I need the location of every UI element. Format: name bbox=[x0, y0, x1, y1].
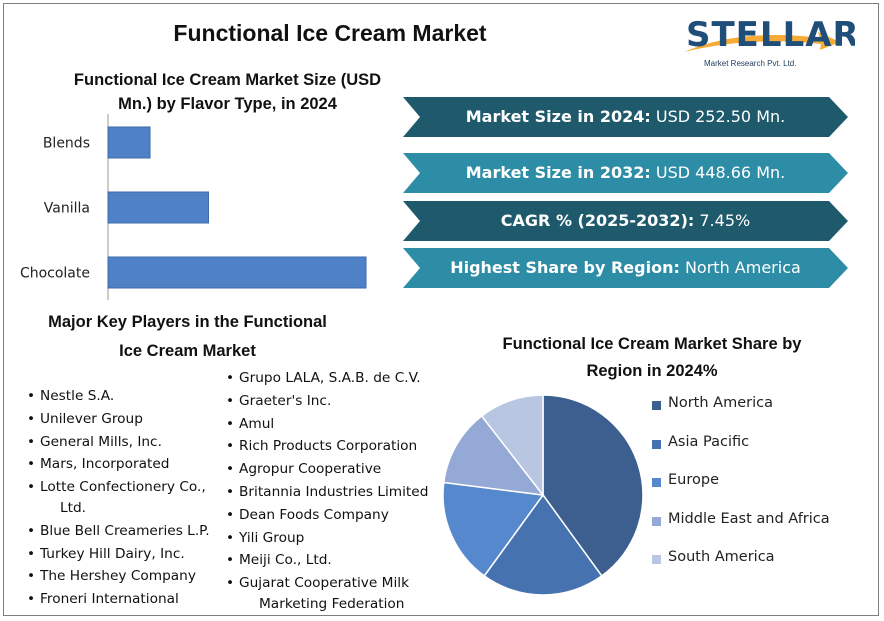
stat-banner-4: Highest Share by Region: North America bbox=[403, 248, 848, 288]
player-item: Rich Products Corporation bbox=[226, 435, 428, 458]
page-title: Functional Ice Cream Market bbox=[173, 20, 487, 46]
legend-label: North America bbox=[668, 395, 773, 411]
player-item: Froneri International bbox=[27, 588, 210, 611]
player-item: Meiji Co., Ltd. bbox=[226, 549, 428, 572]
player-item: Blue Bell Creameries L.P. bbox=[27, 520, 210, 543]
legend-label: Asia Pacific bbox=[668, 433, 750, 450]
stat-label: Market Size in 2024: bbox=[465, 107, 651, 126]
legend-item: South America bbox=[652, 549, 830, 588]
bar-chart-title-line1: Functional Ice Cream Market Size (USD bbox=[73, 71, 382, 89]
player-item: Graeter's Inc. bbox=[226, 390, 428, 413]
legend-swatch bbox=[652, 555, 661, 564]
flavor-bar-chart: Blends Vanilla Chocolate bbox=[20, 114, 367, 300]
stat-banner-3: CAGR % (2025-2032): 7.45% bbox=[403, 201, 848, 241]
bar-blends bbox=[107, 126, 151, 159]
pie-legend: North America Asia Pacific Europe Middle Ea… bbox=[652, 395, 830, 588]
players-list-right: Grupo LALA, S.A.B. de C.V.Graeter's Inc.… bbox=[226, 367, 428, 616]
stat-banner-2: Market Size in 2032: USD 448.66 Mn. bbox=[403, 153, 848, 193]
stat-value: USD 448.66 Mn. bbox=[650, 163, 786, 182]
pie-slice-south-america bbox=[480, 394, 544, 498]
bar-chart-title: Functional Ice Cream Market Size (USD Mn… bbox=[55, 68, 400, 116]
legend-item: Asia Pacific bbox=[652, 434, 830, 473]
bar-label-blends: Blends bbox=[43, 136, 90, 152]
stat-value: 7.45% bbox=[694, 211, 751, 230]
player-item: The Hershey Company bbox=[27, 565, 210, 588]
bar-chart-title-line2: Mn.) by Flavor Type, in 2024 bbox=[118, 95, 337, 113]
bar-label-vanilla: Vanilla bbox=[44, 201, 90, 217]
legend-item: Middle East and Africa bbox=[652, 511, 830, 550]
legend-label: Middle East and Africa bbox=[668, 510, 830, 527]
logo-tagline: Market Research Pvt. Ltd. bbox=[704, 59, 796, 68]
legend-item: Europe bbox=[652, 472, 830, 511]
bar-vanilla bbox=[107, 191, 209, 224]
legend-swatch bbox=[652, 478, 661, 487]
region-pie-chart bbox=[442, 394, 644, 596]
pie-slice-asia-pacific bbox=[483, 493, 603, 596]
stat-label: Highest Share by Region: bbox=[450, 258, 680, 277]
player-item: Grupo LALA, S.A.B. de C.V. bbox=[226, 367, 428, 390]
pie-slice-north-america bbox=[542, 394, 644, 577]
bar-chocolate bbox=[107, 256, 367, 289]
players-title-line1: Major Key Players in the Functional bbox=[48, 313, 327, 331]
logo-arrow-icon bbox=[684, 32, 840, 52]
pie-chart-title: Functional Ice Cream Market Share by Reg… bbox=[472, 331, 832, 385]
players-title: Major Key Players in the Functional Ice … bbox=[30, 308, 345, 366]
legend-item: North America bbox=[652, 395, 830, 434]
player-item: Britannia Industries Limited bbox=[226, 481, 428, 504]
player-item: Yili Group bbox=[226, 527, 428, 550]
player-item: Unilever Group bbox=[27, 408, 210, 431]
legend-label: South America bbox=[668, 549, 775, 565]
stat-value: USD 252.50 Mn. bbox=[650, 107, 786, 126]
players-list-left: Nestle S.A.Unilever GroupGeneral Mills, … bbox=[27, 385, 210, 611]
player-item: Amul bbox=[226, 413, 428, 436]
bar-label-chocolate: Chocolate bbox=[20, 266, 90, 282]
player-item: Agropur Cooperative bbox=[226, 458, 428, 481]
players-title-line2: Ice Cream Market bbox=[119, 342, 256, 360]
player-item: Lotte Confectionery Co.,Ltd. bbox=[27, 476, 210, 520]
stellar-logo: STELLAR Market Research Pvt. Ltd. bbox=[680, 8, 859, 72]
pie-slice-europe bbox=[442, 481, 545, 577]
stat-label: CAGR % (2025-2032): bbox=[500, 211, 695, 230]
legend-swatch bbox=[652, 439, 661, 449]
legend-label: Europe bbox=[668, 472, 719, 488]
stat-banner-1: Market Size in 2024: USD 252.50 Mn. bbox=[403, 97, 848, 137]
player-item: General Mills, Inc. bbox=[27, 431, 210, 454]
pie-chart-title-line2: Region in 2024% bbox=[586, 362, 718, 380]
stat-value: North America bbox=[679, 258, 801, 277]
legend-swatch bbox=[652, 401, 661, 410]
infographic-frame bbox=[3, 3, 879, 616]
player-item: Dean Foods Company bbox=[226, 504, 428, 527]
player-item: Nestle S.A. bbox=[27, 385, 210, 408]
player-item: Turkey Hill Dairy, Inc. bbox=[27, 543, 210, 566]
pie-chart-title-line1: Functional Ice Cream Market Share by bbox=[502, 335, 802, 353]
stat-label: Market Size in 2032: bbox=[465, 163, 651, 182]
logo-name: STELLAR bbox=[686, 15, 855, 55]
legend-swatch bbox=[652, 516, 661, 526]
pie-slice-middle-east-and-africa bbox=[442, 414, 545, 496]
player-item: Mars, Incorporated bbox=[27, 453, 210, 476]
